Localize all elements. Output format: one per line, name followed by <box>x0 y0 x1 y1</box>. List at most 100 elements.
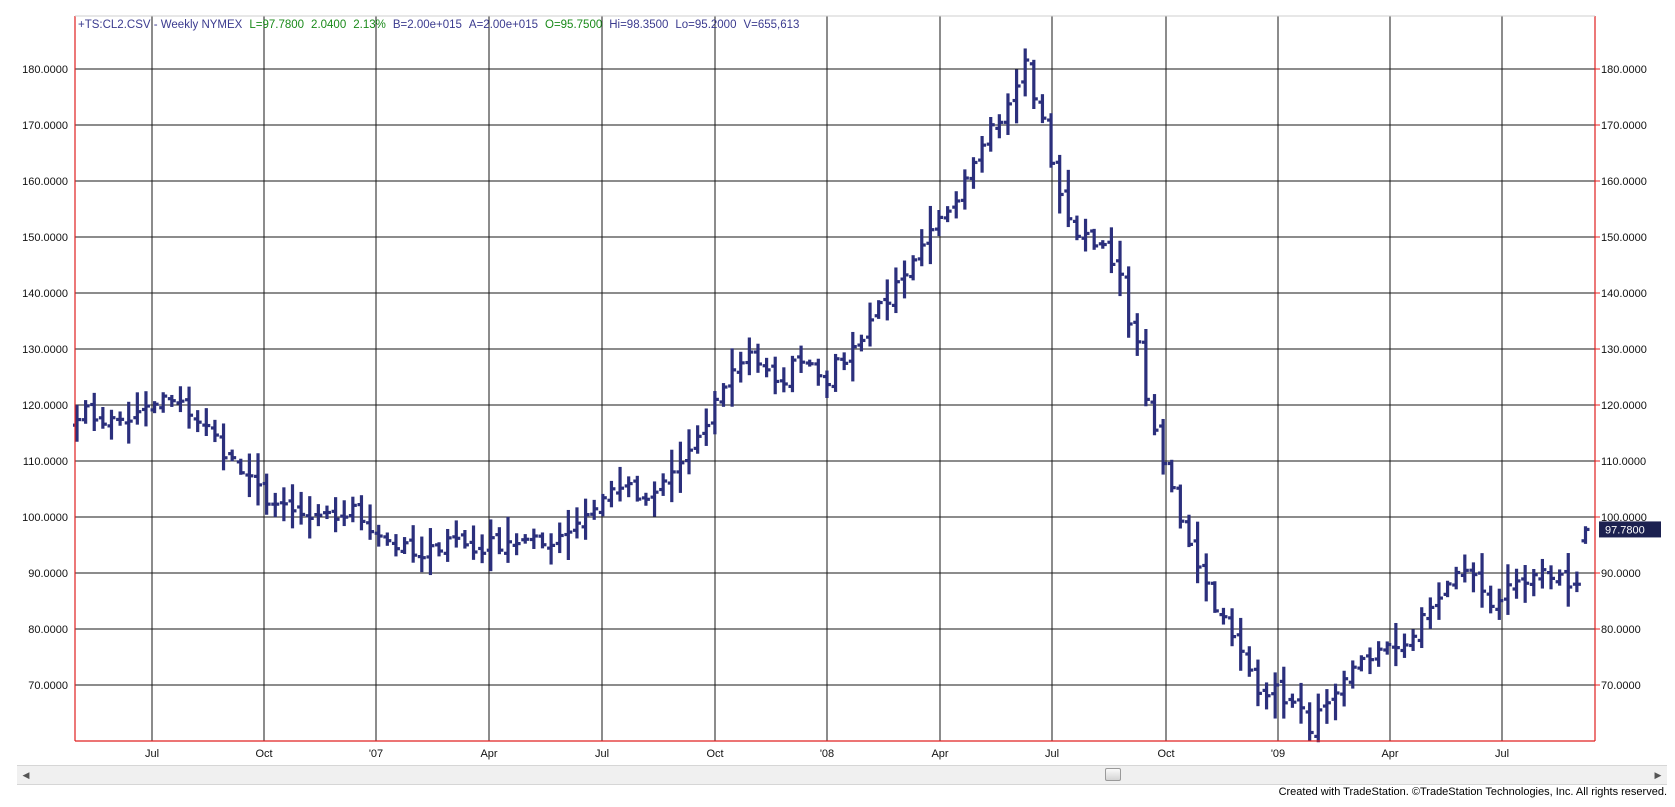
header-ask: A=2.00e+015 <box>469 19 538 31</box>
price-bar <box>1366 647 1374 675</box>
price-bar <box>1159 418 1168 475</box>
price-bar <box>245 453 254 498</box>
price-bar <box>1098 240 1107 249</box>
price-bar <box>228 449 237 462</box>
x-tick-label: Jul <box>1045 748 1059 760</box>
price-bar <box>745 337 754 376</box>
price-bar <box>124 401 133 444</box>
x-tick-label: '08 <box>820 748 834 760</box>
price-bar <box>1029 59 1038 109</box>
scroll-right-arrow-icon[interactable]: ▶ <box>1654 770 1662 780</box>
price-bar <box>1555 569 1564 586</box>
header-high: Hi=98.3500 <box>609 19 668 31</box>
grid <box>75 16 1600 741</box>
price-bar <box>805 359 814 367</box>
price-bar <box>1469 562 1478 593</box>
price-bar <box>1253 659 1262 707</box>
y-tick-label-left: 100.0000 <box>22 512 68 524</box>
last-price-box <box>1599 521 1661 538</box>
price-bar <box>435 542 444 557</box>
price-bar <box>917 229 926 267</box>
y-tick-label-left: 160.0000 <box>22 176 68 188</box>
price-bar <box>1279 666 1288 719</box>
price-bar <box>891 267 900 314</box>
price-bar <box>710 391 719 435</box>
price-bar <box>1512 568 1521 599</box>
y-tick-label-right: 150.0000 <box>1601 232 1647 244</box>
price-bar <box>279 487 288 522</box>
price-bar <box>202 408 211 437</box>
price-bar <box>486 519 495 572</box>
price-bar <box>478 534 487 564</box>
y-tick-label-left: 130.0000 <box>22 344 68 356</box>
price-bar <box>529 528 538 549</box>
y-tick-label-left: 170.0000 <box>22 120 68 132</box>
price-bar <box>978 136 987 173</box>
price-bar <box>391 534 400 557</box>
scroll-thumb[interactable] <box>1105 768 1121 781</box>
price-bar <box>314 504 323 527</box>
y-tick-label-left: 180.0000 <box>22 64 68 76</box>
price-bar <box>788 355 797 393</box>
price-bar <box>219 423 228 471</box>
price-bar <box>512 533 521 556</box>
y-tick-label-right: 110.0000 <box>1601 456 1646 468</box>
price-bar <box>641 492 650 506</box>
price-bar <box>650 481 659 517</box>
price-bar <box>271 492 280 518</box>
y-tick-label-right: 80.0000 <box>1601 624 1641 636</box>
price-bar <box>1219 607 1228 625</box>
price-bar <box>460 529 469 549</box>
price-bar <box>1564 553 1573 607</box>
price-bar <box>581 498 590 540</box>
price-bar <box>538 532 547 549</box>
x-tick-label: '07 <box>369 748 383 760</box>
axis-labels: 70.0000 70.0000 80.0000 80.0000 90.0000 90.00… <box>22 64 1647 760</box>
price-bar <box>81 400 90 424</box>
last-price-label: 97.7800 <box>1605 524 1645 536</box>
scroll-left-arrow-icon[interactable]: ◀ <box>22 770 30 780</box>
y-tick-label-right: 70.0000 <box>1601 680 1641 692</box>
price-bar <box>1314 693 1323 743</box>
price-bar <box>90 392 99 432</box>
price-bar <box>1047 113 1056 168</box>
price-bar <box>426 528 435 576</box>
x-tick-label: Jul <box>595 748 609 760</box>
price-bar <box>935 209 943 237</box>
price-bar <box>1288 693 1297 708</box>
price-bar <box>814 358 823 386</box>
price-bar <box>1443 580 1452 598</box>
price-bar <box>590 499 599 520</box>
price-bar <box>1374 641 1383 667</box>
price-bar <box>1176 484 1185 529</box>
price-bar <box>676 441 685 493</box>
price-bar <box>297 491 306 525</box>
price-bar <box>1357 655 1366 672</box>
price-bar <box>1236 617 1245 671</box>
price-bar <box>633 475 642 502</box>
header-volume: V=655,613 <box>743 19 799 31</box>
price-bar <box>1271 672 1280 719</box>
price-bar <box>452 520 461 548</box>
x-tick-label: '09 <box>1271 748 1285 760</box>
y-tick-label-left: 110.0000 <box>23 456 68 468</box>
x-tick-label: Apr <box>480 748 497 760</box>
header-bid: B=2.00e+015 <box>393 19 462 31</box>
horizontal-scrollbar[interactable]: ◀ ▶ <box>17 765 1667 785</box>
price-bar <box>874 300 883 319</box>
price-bar <box>262 473 271 515</box>
price-bar <box>1305 702 1314 741</box>
price-bar <box>1297 682 1306 724</box>
x-tick-label: Oct <box>255 748 272 760</box>
header-last: L=97.7800 <box>249 19 304 31</box>
price-bar <box>348 496 357 523</box>
price-bar <box>702 408 711 446</box>
price-bar <box>598 493 607 517</box>
price-bar <box>1417 607 1426 649</box>
price-bar <box>831 353 840 392</box>
header-change: 2.0400 <box>311 19 346 31</box>
price-bar <box>73 404 81 442</box>
header-legend-text: +TS:CL2.CSV - Weekly NYMEX L=97.7800 2.040… <box>78 19 799 31</box>
price-bar <box>1331 683 1340 721</box>
price-bar <box>133 392 142 425</box>
